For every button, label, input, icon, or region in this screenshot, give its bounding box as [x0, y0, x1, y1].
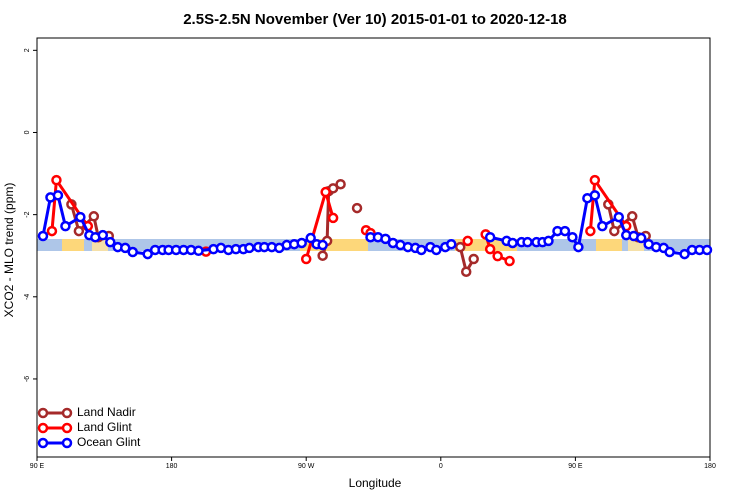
data-point: [335, 178, 346, 190]
x-tick-label: 90 E: [568, 463, 583, 470]
data-point: [454, 241, 466, 253]
y-tick-label: -4: [24, 294, 31, 300]
y-axis-label: XCO2 - MLO trend (ppm): [2, 183, 16, 318]
x-tick-label: 180: [704, 463, 716, 470]
x-tick-label: 90 E: [30, 463, 45, 470]
data-point: [559, 225, 571, 237]
legend-label: Ocean Glint: [77, 435, 141, 449]
x-tick-label: 0: [439, 463, 443, 470]
data-point: [507, 237, 518, 249]
data-point: [446, 238, 457, 250]
x-tick-label: 90 W: [298, 463, 315, 470]
data-point: [504, 255, 515, 267]
data-point: [300, 253, 312, 265]
data-point: [484, 243, 496, 255]
data-point: [75, 211, 86, 223]
data-point: [51, 174, 62, 186]
y-tick-label: -6: [24, 376, 31, 382]
data-point: [679, 248, 690, 260]
data-point: [613, 211, 625, 223]
data-point: [462, 235, 473, 247]
legend-marker: [37, 437, 49, 449]
data-point: [468, 253, 479, 265]
data-point: [244, 242, 255, 254]
data-point: [492, 250, 503, 262]
data-point: [193, 245, 204, 257]
data-point: [567, 231, 578, 243]
y-tick-label: 2: [24, 48, 31, 52]
data-point: [543, 235, 554, 247]
data-point: [142, 248, 153, 260]
legend-marker: [37, 407, 49, 419]
y-tick-label: 0: [24, 130, 31, 134]
legend-label: Land Glint: [77, 420, 132, 434]
data-point: [609, 225, 620, 237]
data-point: [635, 232, 647, 244]
data-point: [73, 225, 85, 237]
legend-marker: [61, 437, 73, 449]
data-point: [320, 186, 331, 198]
data-point: [380, 233, 391, 245]
data-point: [351, 202, 363, 214]
data-point: [585, 225, 596, 237]
x-tick-label: 180: [166, 463, 178, 470]
data-point: [431, 244, 442, 256]
data-point: [317, 239, 328, 251]
data-point: [52, 190, 64, 201]
data-point: [589, 174, 601, 186]
data-point: [305, 232, 316, 244]
legend-marker: [37, 422, 49, 434]
chart-title: 2.5S-2.5N November (Ver 10) 2015-01-01 t…: [183, 11, 567, 28]
legend-marker: [61, 422, 73, 434]
legend-marker: [61, 407, 73, 419]
data-point: [88, 211, 100, 222]
data-point: [626, 211, 638, 222]
x-axis-label: Longitude: [349, 476, 402, 490]
data-point: [597, 220, 608, 232]
data-point: [664, 246, 675, 258]
data-point: [701, 244, 713, 256]
data-point: [296, 237, 307, 249]
data-point: [127, 246, 138, 258]
data-point: [97, 229, 109, 241]
data-point: [522, 236, 533, 248]
data-point: [105, 236, 116, 248]
data-point: [573, 241, 584, 253]
data-point: [589, 190, 601, 201]
legend-label: Land Nadir: [77, 405, 136, 419]
data-point: [460, 266, 472, 277]
data-point: [37, 230, 49, 242]
y-tick-label: -2: [24, 211, 31, 217]
data-point: [119, 242, 131, 254]
data-point: [484, 231, 496, 243]
data-point: [46, 225, 58, 237]
data-point: [60, 220, 71, 232]
data-point: [327, 212, 339, 224]
data-point: [416, 244, 427, 256]
data-point: [317, 250, 328, 261]
